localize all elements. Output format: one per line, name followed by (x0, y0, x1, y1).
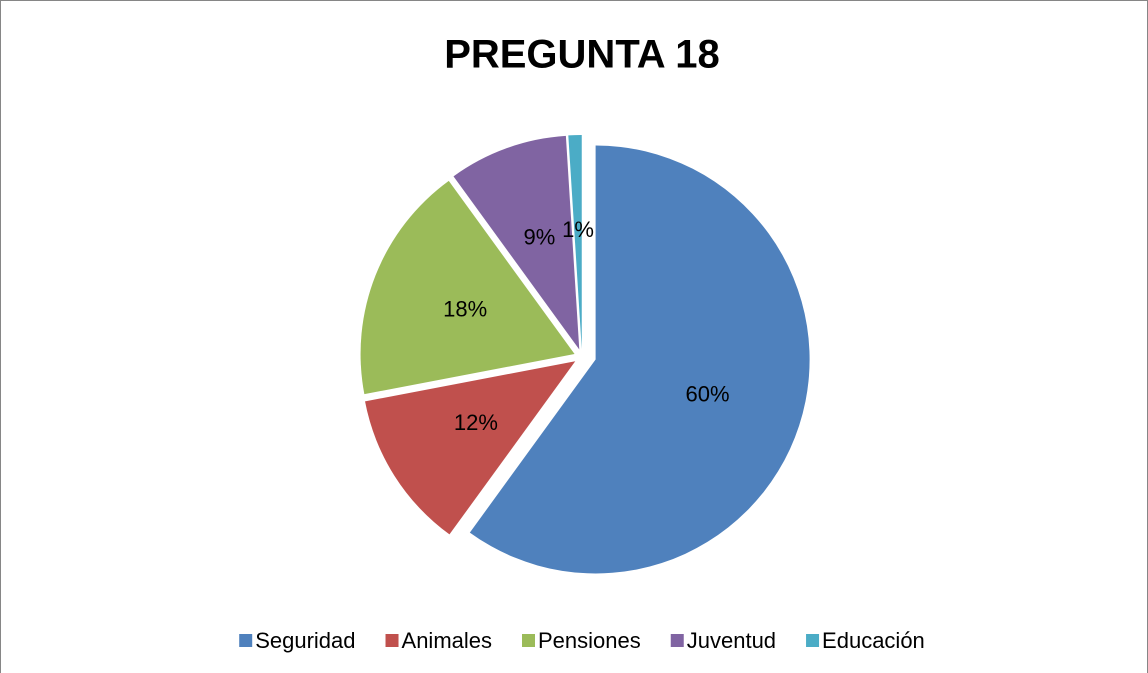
legend-label: Juventud (687, 628, 776, 653)
pie-slice (469, 145, 810, 574)
legend-swatch (670, 634, 684, 647)
legend-swatch (806, 634, 820, 647)
legend-label: Seguridad (255, 628, 355, 653)
pie-slice (453, 135, 580, 350)
legend-swatch (522, 634, 535, 647)
data-label: 12% (454, 410, 498, 435)
data-label: 1% (562, 217, 594, 242)
legend-swatch (385, 634, 399, 647)
data-label: 9% (524, 225, 556, 250)
legend-label: Animales (402, 628, 492, 653)
pie-slice (365, 361, 576, 535)
pie-slice (568, 135, 582, 350)
chart-title: PREGUNTA 18 (444, 33, 720, 77)
pie-slice (360, 180, 575, 395)
data-label: 60% (686, 382, 730, 407)
data-label: 18% (443, 297, 487, 322)
legend-swatch (239, 634, 253, 647)
legend-label: Pensiones (538, 628, 641, 653)
legend-label: Educación (822, 628, 925, 653)
